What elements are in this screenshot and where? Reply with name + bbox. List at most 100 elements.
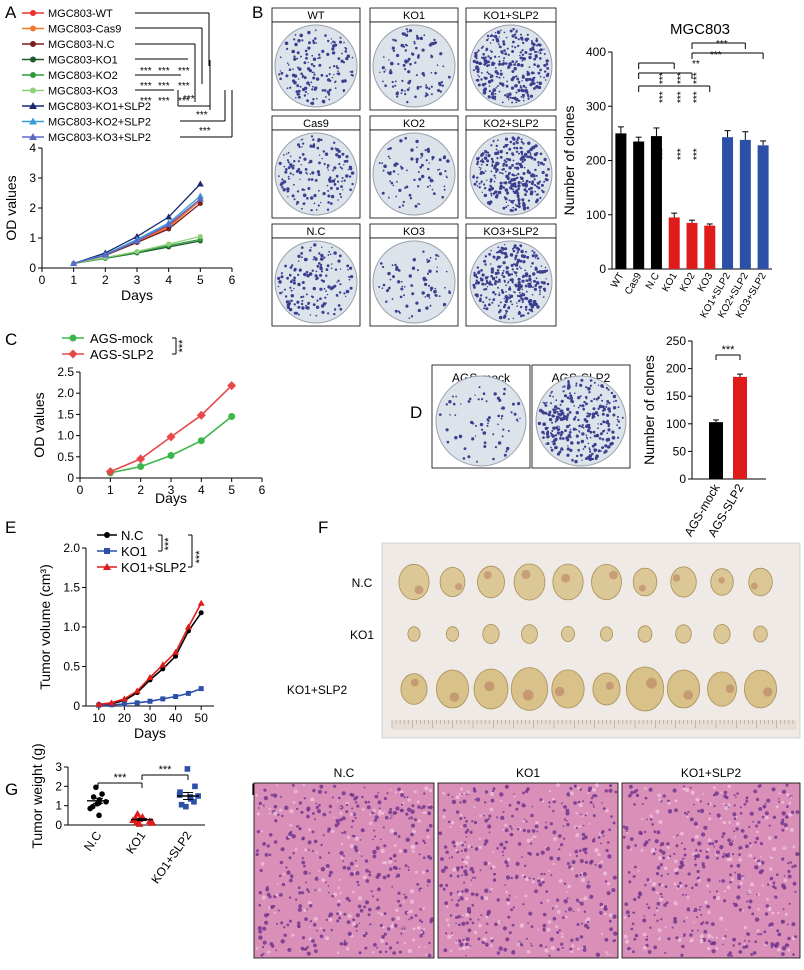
histology-cell (280, 795, 283, 798)
colony-dot (554, 420, 557, 423)
colony-dot (290, 289, 293, 292)
colony-dot (486, 71, 489, 74)
sig-star-g: *** (159, 764, 173, 776)
colony-dot (613, 400, 615, 403)
histology-cell (552, 862, 555, 866)
histology-cell (786, 805, 789, 808)
colony-dot (435, 294, 438, 297)
histology-cell (745, 799, 749, 803)
histology-cell (576, 923, 580, 926)
histology-cell (485, 942, 489, 947)
histology-cell (313, 916, 318, 921)
colony-dot (517, 311, 522, 315)
histology-cell (465, 921, 469, 925)
colony-dot (551, 414, 555, 418)
histology-cell (504, 884, 507, 886)
colony-dot (575, 384, 578, 387)
histology-cell (363, 932, 366, 935)
histology-cell (716, 857, 719, 860)
colony-dot (425, 86, 429, 89)
histology-cell (289, 824, 292, 827)
colony-dot (475, 180, 478, 183)
colony-dot (401, 280, 403, 283)
colony-dot (345, 57, 349, 61)
colony-dot (413, 178, 416, 182)
histology-cell (587, 791, 590, 795)
histology-cell (604, 912, 607, 916)
histology-cell (471, 877, 474, 879)
histology-cell (599, 911, 603, 915)
histology-cell (727, 803, 731, 807)
histology-cell (529, 842, 533, 845)
colony-dot (516, 294, 520, 297)
colony-dot (518, 152, 520, 155)
histology-cell (384, 815, 389, 820)
colony-dot (495, 161, 499, 166)
histology-cell (346, 920, 351, 924)
histology-cell (309, 872, 311, 875)
colony-dish (372, 24, 456, 108)
histology-cell (767, 906, 772, 912)
colony-dot (556, 407, 559, 410)
histology-cell (500, 799, 503, 803)
colony-dot (487, 416, 491, 420)
histology-cell (459, 813, 463, 817)
colony-dot (331, 179, 336, 183)
colony-dot (515, 174, 517, 177)
histology-cell (466, 945, 470, 949)
chart-b-bar (739, 139, 751, 269)
histology-cell (563, 882, 567, 885)
colony-dot (508, 158, 512, 162)
colony-dot (543, 64, 546, 67)
colony-dot (589, 450, 592, 453)
colony-dot (545, 62, 549, 66)
colony-dot (568, 424, 571, 427)
colony-dot (444, 170, 447, 173)
colony-dot (529, 148, 532, 151)
chart-b-x-tick-label: KO2 (678, 271, 698, 294)
colony-dot (307, 30, 311, 35)
colony-dot (472, 175, 476, 179)
colony-dot (521, 160, 524, 163)
histology-cell (484, 790, 489, 794)
histology-cell (600, 831, 604, 835)
colony-dot (313, 71, 315, 74)
colony-dot (422, 276, 427, 281)
colony-dot (504, 52, 508, 56)
histology-cell (374, 815, 379, 820)
chart-a-x-tick-label: 4 (165, 273, 172, 287)
colony-dot (485, 400, 488, 403)
histology-cell (578, 802, 583, 808)
histology-cell (483, 861, 488, 866)
histology-cell (357, 883, 360, 887)
colony-dot (310, 102, 313, 105)
colony-dot (586, 412, 589, 415)
colony-dot (391, 298, 394, 300)
tumor-row-label: N.C (352, 576, 373, 590)
histology-cell (512, 950, 515, 952)
histology-cell (781, 828, 785, 832)
colony-dot (500, 246, 504, 250)
colony-dot (528, 187, 531, 191)
chart-e-point (146, 674, 154, 681)
histology-cell (262, 946, 265, 949)
histology-cell (696, 916, 698, 919)
histology-cell (708, 817, 712, 821)
chart-a-point (134, 249, 140, 254)
histology-cell (337, 903, 341, 907)
histology-cell (740, 849, 742, 852)
colony-dot (312, 98, 315, 101)
colony-dot (424, 282, 428, 286)
colony-dot (517, 420, 519, 422)
colony-dot (484, 156, 487, 159)
colony-dot (509, 278, 512, 282)
chart-g-point (192, 783, 198, 790)
colony-dot (519, 165, 524, 169)
colony-dot (489, 42, 492, 44)
histology-cell (327, 851, 330, 854)
colony-dot (504, 247, 508, 251)
colony-dot (498, 315, 503, 320)
colony-dot (395, 195, 398, 198)
histology-cell (761, 815, 765, 819)
histology-cell (398, 950, 402, 954)
